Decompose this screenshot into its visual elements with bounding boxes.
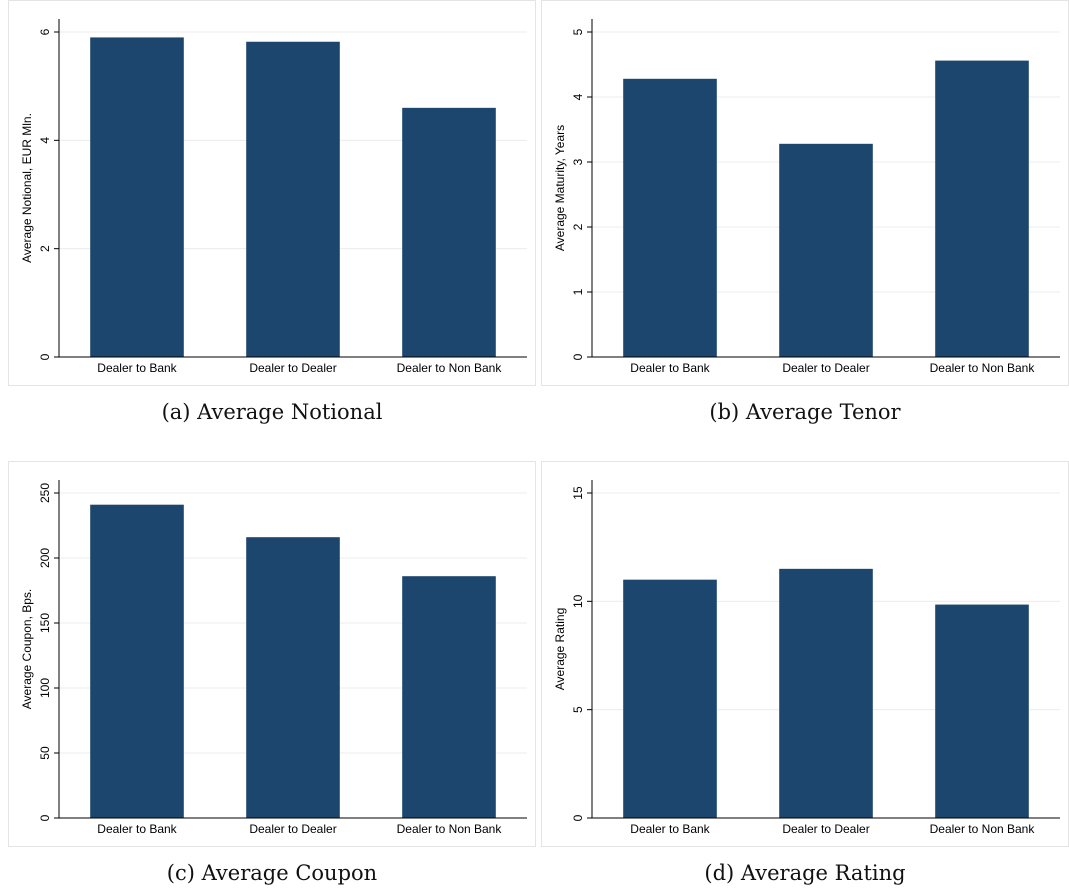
- bar: [779, 568, 873, 818]
- x-tick-label: Dealer to Bank: [630, 361, 710, 375]
- bar: [935, 604, 1029, 818]
- y-tick-label: 5: [571, 28, 585, 35]
- y-tick-label: 4: [38, 137, 52, 144]
- x-tick-label: Dealer to Bank: [630, 822, 710, 836]
- x-tick-label: Dealer to Non Bank: [930, 361, 1036, 375]
- x-tick-label: Dealer to Bank: [97, 361, 177, 375]
- x-tick-label: Dealer to Non Bank: [397, 822, 503, 836]
- y-tick-label: 2: [38, 245, 52, 252]
- y-tick-label: 0: [571, 814, 585, 821]
- bar: [246, 537, 340, 818]
- chart-frame: Dealer to Bank Dealer to Dealer Dealer to …: [541, 461, 1069, 847]
- bar: [246, 41, 340, 357]
- y-axis-title: Average Maturity, Years: [553, 125, 567, 251]
- chart-caption: (a) Average Notional: [161, 400, 383, 424]
- bar-chart: Dealer to Bank Dealer to Dealer Dealer to …: [20, 19, 527, 375]
- y-tick-label: 150: [38, 613, 52, 633]
- bar-chart: Dealer to Bank Dealer to Dealer Dealer to …: [20, 480, 527, 836]
- y-tick-label: 3: [571, 158, 585, 165]
- y-tick-label: 200: [38, 548, 52, 568]
- y-tick-label: 15: [571, 486, 585, 500]
- y-tick-label: 4: [571, 93, 585, 100]
- x-tick-label: Dealer to Dealer: [249, 361, 336, 375]
- chart-frame: Dealer to Bank Dealer to Dealer Dealer to …: [8, 461, 536, 847]
- y-tick-label: 10: [571, 594, 585, 608]
- bar: [935, 60, 1029, 357]
- y-tick-label: 0: [38, 353, 52, 360]
- y-tick-label: 0: [38, 814, 52, 821]
- bar: [779, 143, 873, 357]
- bar: [623, 579, 717, 818]
- chart-frame: Dealer to Bank Dealer to Dealer Dealer to …: [8, 0, 536, 386]
- x-tick-label: Dealer to Dealer: [249, 822, 336, 836]
- y-tick-label: 5: [571, 706, 585, 713]
- bar-chart: Dealer to Bank Dealer to Dealer Dealer to …: [553, 480, 1060, 836]
- y-tick-label: 2: [571, 223, 585, 230]
- bar: [90, 504, 184, 818]
- y-axis-title: Average Coupon, Bps.: [20, 589, 34, 710]
- chart-frame: Dealer to Bank Dealer to Dealer Dealer to …: [541, 0, 1069, 386]
- bar: [402, 107, 496, 357]
- bar-chart: Dealer to Bank Dealer to Dealer Dealer to …: [553, 19, 1060, 375]
- x-tick-label: Dealer to Non Bank: [930, 822, 1036, 836]
- x-tick-label: Dealer to Dealer: [782, 822, 869, 836]
- y-tick-label: 100: [38, 678, 52, 698]
- y-axis-title: Average Rating: [553, 608, 567, 691]
- bar: [90, 37, 184, 358]
- x-tick-label: Dealer to Non Bank: [397, 361, 503, 375]
- bar: [623, 78, 717, 358]
- bar: [402, 576, 496, 818]
- chart-caption: (d) Average Rating: [704, 861, 906, 885]
- y-tick-label: 0: [571, 353, 585, 360]
- y-tick-label: 1: [571, 288, 585, 295]
- x-tick-label: Dealer to Bank: [97, 822, 177, 836]
- y-tick-label: 250: [38, 483, 52, 503]
- x-tick-label: Dealer to Dealer: [782, 361, 869, 375]
- y-tick-label: 6: [38, 28, 52, 35]
- chart-caption: (b) Average Tenor: [709, 400, 901, 424]
- chart-caption: (c) Average Coupon: [166, 861, 378, 885]
- y-axis-title: Average Notional, EUR Mln.: [20, 113, 34, 263]
- y-tick-label: 50: [38, 746, 52, 760]
